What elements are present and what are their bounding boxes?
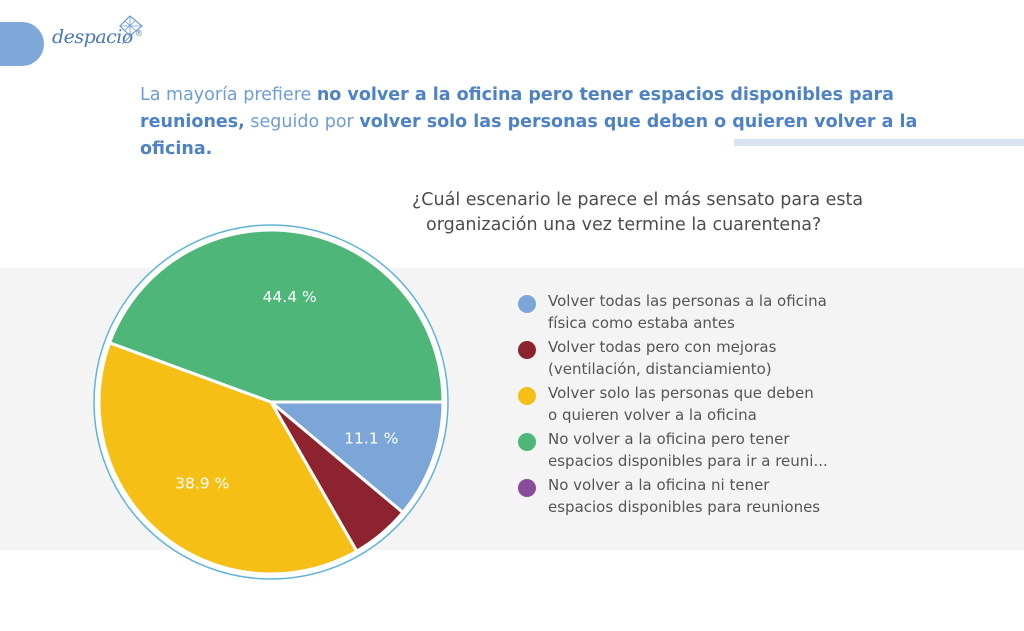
- legend-swatch-0: [518, 295, 536, 313]
- chart-legend: Volver todas las personas a la oficina fí…: [518, 290, 878, 520]
- legend-item-4: No volver a la oficina ni tener espacios …: [518, 474, 878, 518]
- headline: La mayoría prefiere no volver a la ofici…: [140, 85, 918, 159]
- pie-slice-0: [266, 400, 445, 515]
- legend-item-0: Volver todas las personas a la oficina fí…: [518, 290, 878, 334]
- pie-slice-3: [107, 228, 445, 404]
- legend-swatch-3: [518, 433, 536, 451]
- accent-rule: [734, 139, 1024, 146]
- legend-item-3: No volver a la oficina pero tener espacio…: [518, 428, 878, 472]
- brand-logo: despacio ®: [52, 26, 143, 48]
- pie-label-2: 38.9 %: [175, 475, 229, 493]
- pie-slice-2: [97, 340, 359, 576]
- legend-label-2: Volver solo las personas que deben: [548, 384, 814, 402]
- pie-label-3: 44.4 %: [263, 288, 317, 306]
- legend-label-0-cont: física como estaba antes: [548, 314, 735, 332]
- legend-label-1-cont: (ventilación, distanciamiento): [548, 360, 772, 378]
- logo-tab: [0, 22, 44, 66]
- legend-swatch-2: [518, 387, 536, 405]
- chart-title: ¿Cuál escenario le parece el más sensato…: [412, 190, 864, 235]
- legend-label-1: Volver todas pero con mejoras: [548, 338, 777, 356]
- legend-label-3-cont: espacios disponibles para ir a reuni...: [548, 452, 828, 470]
- legend-label-4: No volver a la oficina ni tener: [548, 476, 770, 494]
- legend-label-3: No volver a la oficina pero tener: [548, 430, 790, 448]
- kite-icon: [119, 15, 143, 45]
- legend-label-4-cont: espacios disponibles para reuniones: [548, 498, 821, 516]
- legend-label-0: Volver todas las personas a la oficina: [548, 292, 827, 310]
- legend-swatch-4: [518, 479, 536, 497]
- pie-label-0: 11.1 %: [344, 429, 398, 447]
- legend-item-2: Volver solo las personas que deben o quie…: [518, 382, 878, 426]
- legend-label-2-cont: o quieren volver a la oficina: [548, 406, 757, 424]
- legend-swatch-1: [518, 341, 536, 359]
- legend-item-1: Volver todas pero con mejoras (ventilació…: [518, 336, 878, 380]
